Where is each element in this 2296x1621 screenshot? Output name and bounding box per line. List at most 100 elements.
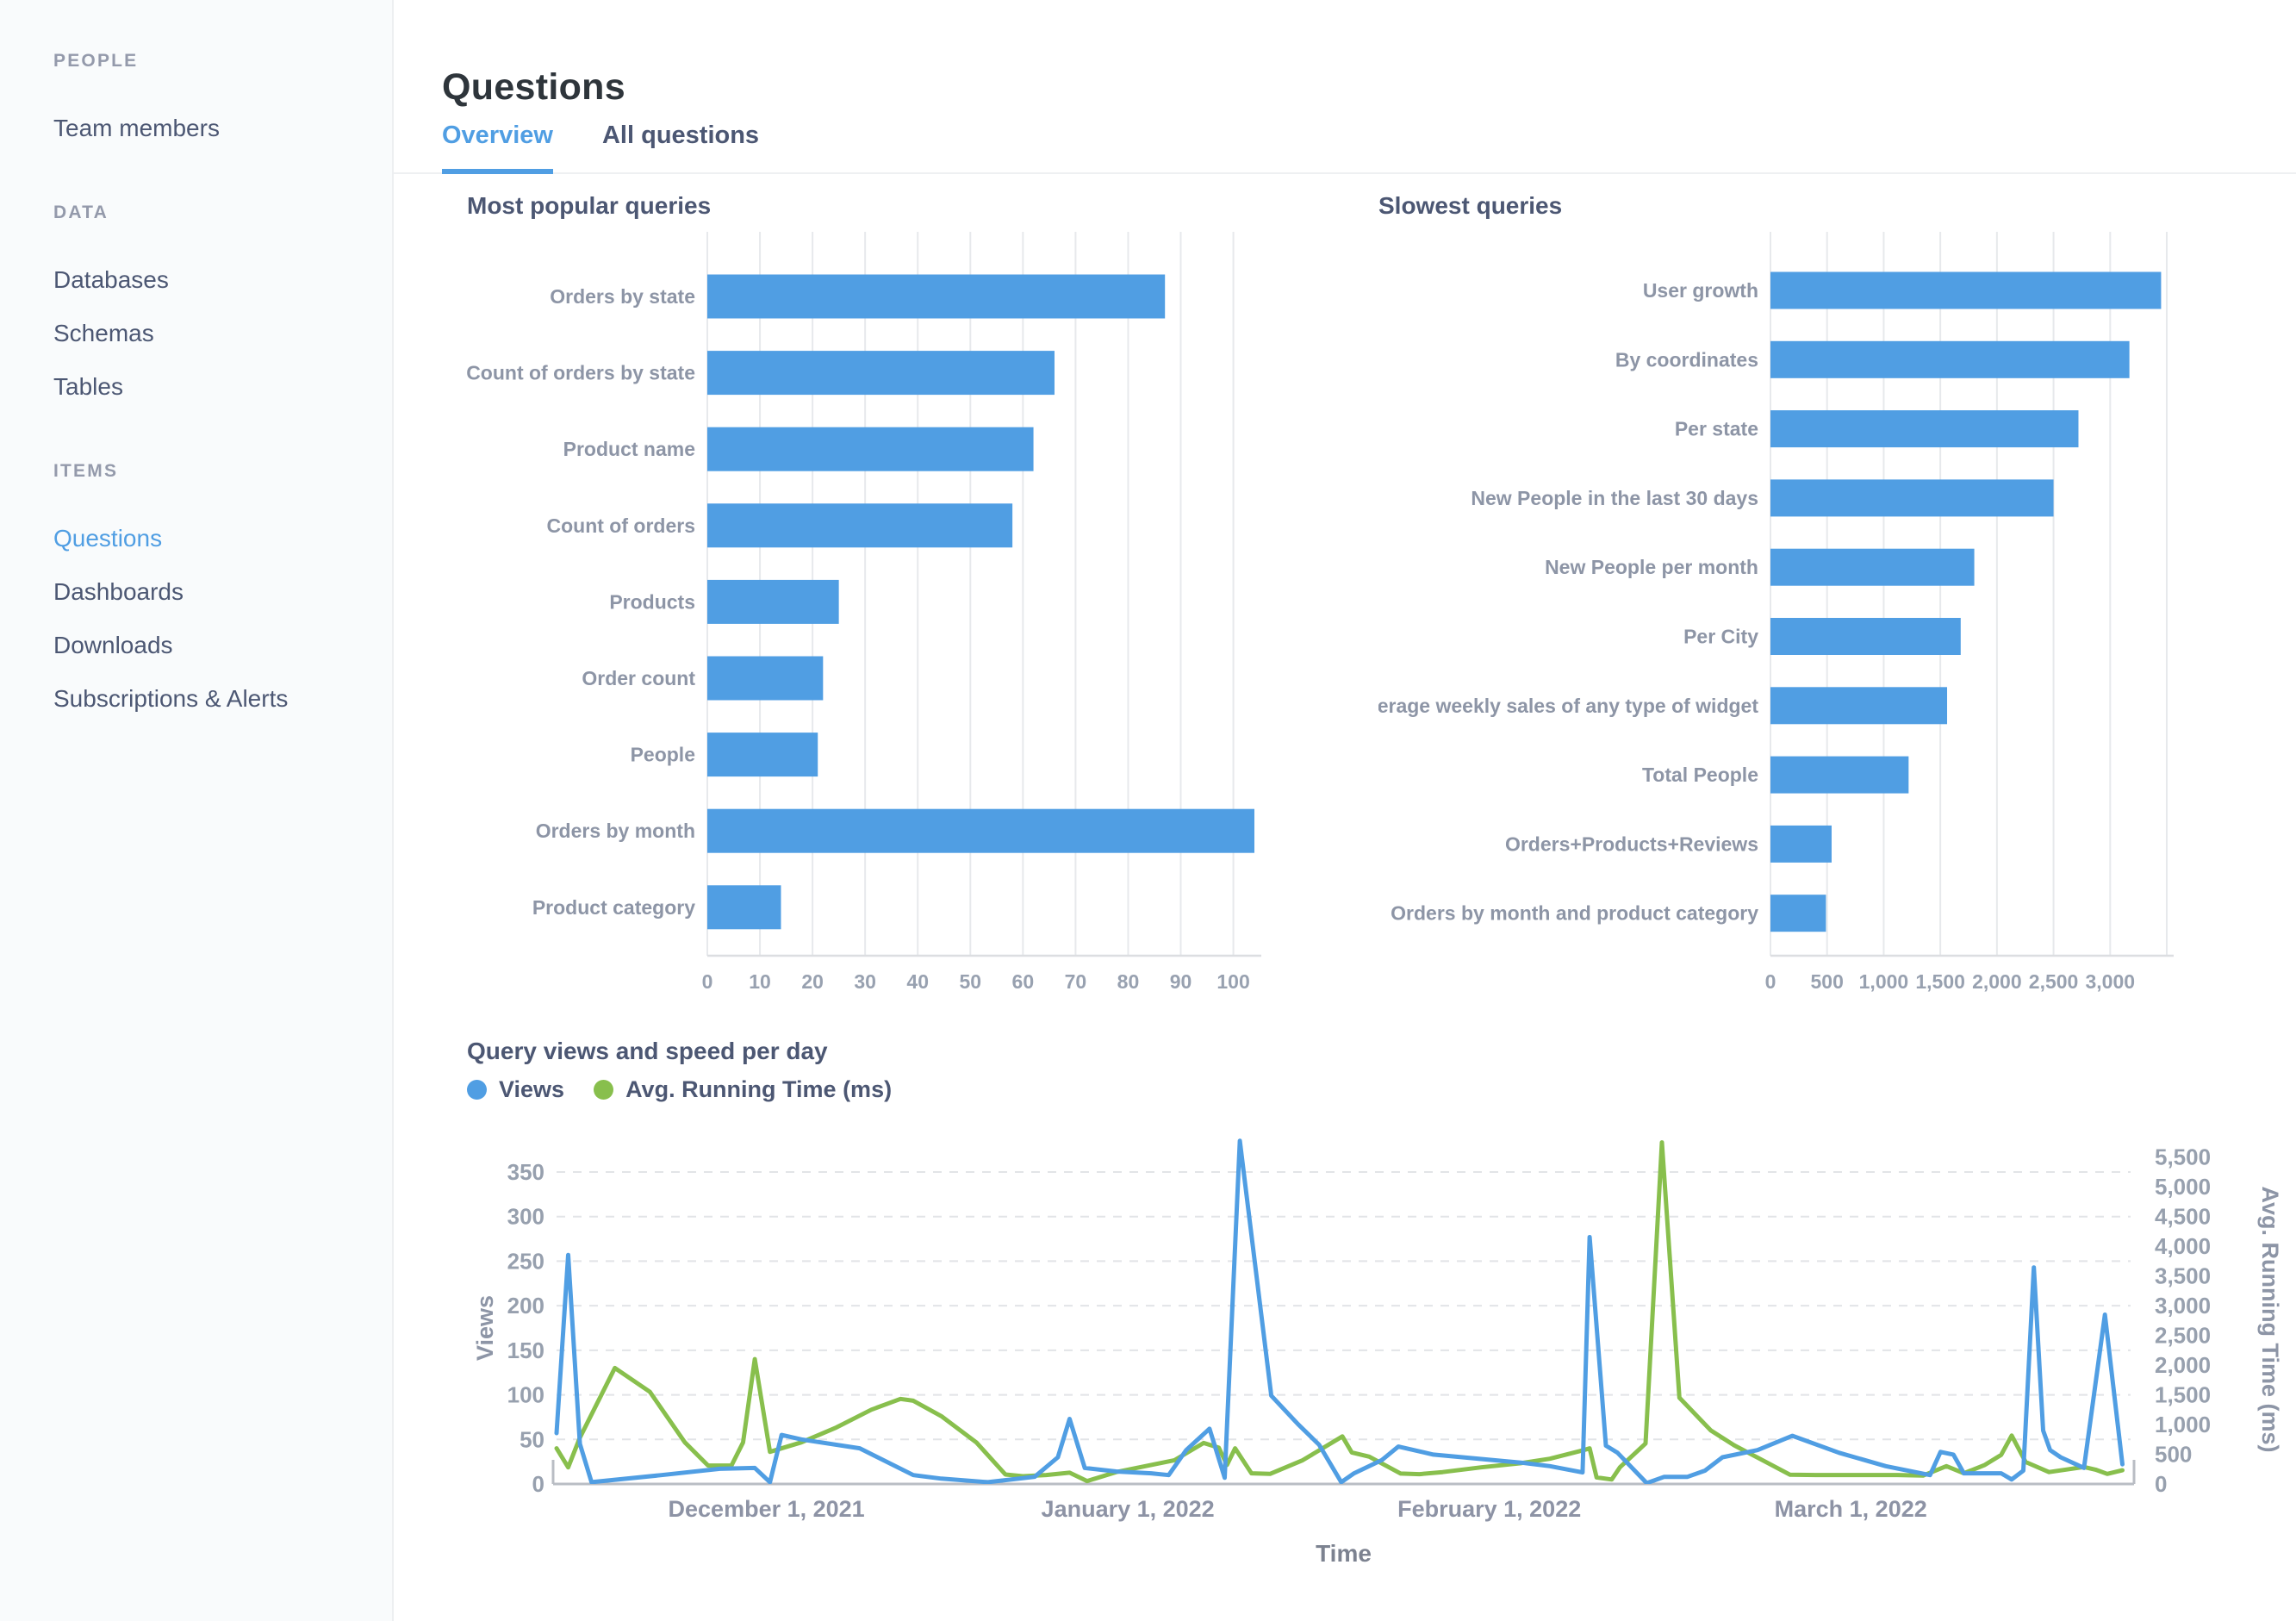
- bar-category-label: Products: [609, 590, 695, 613]
- chart-title-slowest: Slowest queries: [1378, 192, 1563, 219]
- bar[interactable]: [1770, 340, 2130, 378]
- bar-category-label: Average weekly sales of any type of widg…: [1378, 695, 1758, 717]
- slowest-queries-chart: Slowest queries 0 500 1,000 1,500 2,000 2,500…: [1378, 191, 2223, 999]
- views-legend-dot-icon: [467, 1079, 487, 1100]
- y-left-tick-label: 300: [507, 1204, 544, 1230]
- bar[interactable]: [1770, 548, 1975, 586]
- tab-overview[interactable]: Overview: [442, 115, 553, 174]
- x-tick-label: March 1, 2022: [1775, 1496, 1927, 1522]
- bar[interactable]: [707, 503, 1013, 548]
- bar-category-label: Order count: [582, 667, 695, 689]
- x-tick-label: 70: [1065, 970, 1087, 993]
- sidebar-section-people: PEOPLE Team members: [53, 50, 392, 143]
- x-tick-label: 1,000: [1859, 970, 1909, 993]
- bar[interactable]: [707, 733, 818, 777]
- page-title: Questions: [442, 65, 625, 108]
- y-right-tick-label: 1,500: [2155, 1382, 2211, 1408]
- sidebar-item-databases[interactable]: Databases: [53, 266, 169, 293]
- y-left-tick-label: 50: [520, 1426, 544, 1452]
- bar-category-label: Product name: [563, 438, 695, 460]
- sidebar-item-questions[interactable]: Questions: [53, 525, 163, 552]
- bar[interactable]: [707, 808, 1254, 853]
- y-right-tick-label: 5,500: [2155, 1144, 2211, 1170]
- bar[interactable]: [1770, 618, 1961, 655]
- sidebar-item-dashboards[interactable]: Dashboards: [53, 578, 184, 605]
- bar[interactable]: [707, 351, 1055, 396]
- x-tick-label: 40: [906, 970, 929, 993]
- slowest-queries-svg: 0 500 1,000 1,500 2,000 2,500 3,000 User growth…: [1378, 232, 2174, 993]
- sidebar-item-schemas[interactable]: Schemas: [53, 320, 154, 346]
- bar-category-label: New People per month: [1545, 556, 1758, 578]
- y-right-tick-label: 2,000: [2155, 1352, 2211, 1378]
- sidebar-section-items: ITEMS Questions Dashboards Downloads Sub…: [53, 460, 392, 714]
- y-right-tick-label: 3,500: [2155, 1263, 2211, 1289]
- legend-item-running-time[interactable]: Avg. Running Time (ms): [594, 1076, 892, 1103]
- y-right-axis-title: Avg. Running Time (ms): [2257, 1186, 2283, 1452]
- x-tick-label: December 1, 2021: [669, 1496, 865, 1522]
- bar-category-label: Orders by state: [550, 285, 695, 308]
- y-left-tick-label: 250: [507, 1248, 544, 1274]
- sidebar-item-subscriptions-alerts[interactable]: Subscriptions & Alerts: [53, 685, 289, 712]
- x-tick-label: 80: [1117, 970, 1140, 993]
- sidebar-section-data: DATA Databases Schemas Tables: [53, 202, 392, 402]
- x-tick-label: 50: [959, 970, 981, 993]
- y-left-tick-label: 200: [507, 1293, 544, 1319]
- legend-label-running-time: Avg. Running Time (ms): [625, 1075, 893, 1102]
- most-popular-queries-svg: 0 10 20 30 40 50 60 70 80 90 100 Orders by state Cou…: [467, 232, 1261, 993]
- bar[interactable]: [1770, 825, 1832, 863]
- y-right-tick-label: 2,500: [2155, 1323, 2211, 1349]
- bar[interactable]: [1770, 687, 1948, 725]
- x-tick-label: 2,500: [2029, 970, 2079, 993]
- x-tick-label: 0: [702, 970, 713, 993]
- y-left-axis-title: Views: [472, 1295, 498, 1361]
- sidebar-item-tables[interactable]: Tables: [53, 373, 123, 400]
- y-right-tick-label: 0: [2155, 1471, 2167, 1497]
- bar[interactable]: [1770, 756, 1909, 794]
- y-left-tick-label: 150: [507, 1337, 544, 1363]
- bar-category-label: User growth: [1643, 279, 1758, 302]
- y-right-tick-label: 4,000: [2155, 1233, 2211, 1259]
- bar[interactable]: [707, 579, 839, 624]
- x-tick-label: 1,500: [1915, 970, 1965, 993]
- chart-legend: Views Avg. Running Time (ms): [467, 1076, 2296, 1103]
- sidebar-item-downloads[interactable]: Downloads: [53, 632, 173, 658]
- x-tick-label: 10: [749, 970, 771, 993]
- sidebar-header-items: ITEMS: [53, 461, 119, 481]
- y-left-tick-label: 350: [507, 1159, 544, 1185]
- main-content: Questions Overview All questions Most po…: [394, 0, 2296, 1621]
- bar[interactable]: [1770, 895, 1826, 932]
- bar[interactable]: [1770, 410, 2079, 448]
- views-line[interactable]: [554, 1138, 2125, 1484]
- bar-category-label: New People in the last 30 days: [1471, 487, 1758, 509]
- bar[interactable]: [707, 274, 1166, 319]
- y-right-tick-label: 4,500: [2155, 1204, 2211, 1230]
- bar[interactable]: [707, 656, 824, 701]
- x-tick-label: 100: [1216, 970, 1249, 993]
- x-axis-title: Time: [1316, 1540, 1372, 1567]
- tab-all-questions[interactable]: All questions: [601, 122, 760, 149]
- sidebar-item-team-members[interactable]: Team members: [53, 115, 220, 141]
- x-tick-label: 2,000: [1972, 970, 2022, 993]
- bar-category-label: Orders+Products+Reviews: [1505, 832, 1758, 855]
- bar-category-label: Per state: [1675, 418, 1758, 440]
- y-left-tick-label: 0: [532, 1471, 544, 1497]
- query-views-speed-svg: 0 50 100 150 200 250 300 350 0 500 1,000 1,500 2,000…: [472, 1138, 2283, 1567]
- bar[interactable]: [1770, 479, 2054, 517]
- bar-category-label: By coordinates: [1615, 348, 1758, 371]
- running-time-line[interactable]: [554, 1140, 2125, 1484]
- most-popular-queries-chart: Most popular queries 0 10 20 30 40 50 60 70 80 90…: [467, 191, 1311, 999]
- y-right-tick-label: 1,000: [2155, 1412, 2211, 1437]
- bar[interactable]: [707, 427, 1034, 471]
- x-tick-label: 20: [801, 970, 824, 993]
- legend-item-views[interactable]: Views: [467, 1076, 564, 1103]
- bar-category-label: People: [631, 744, 695, 766]
- bar-category-label: Total People: [1642, 764, 1758, 786]
- bar[interactable]: [707, 885, 781, 930]
- x-tick-label: 3,000: [2086, 970, 2136, 993]
- bar[interactable]: [1770, 271, 2162, 309]
- bar-category-label: Product category: [532, 896, 695, 919]
- admin-sidebar: PEOPLE Team members DATA Databases Schem…: [0, 0, 394, 1621]
- x-tick-label: 60: [1012, 970, 1035, 993]
- x-tick-label: January 1, 2022: [1042, 1496, 1215, 1522]
